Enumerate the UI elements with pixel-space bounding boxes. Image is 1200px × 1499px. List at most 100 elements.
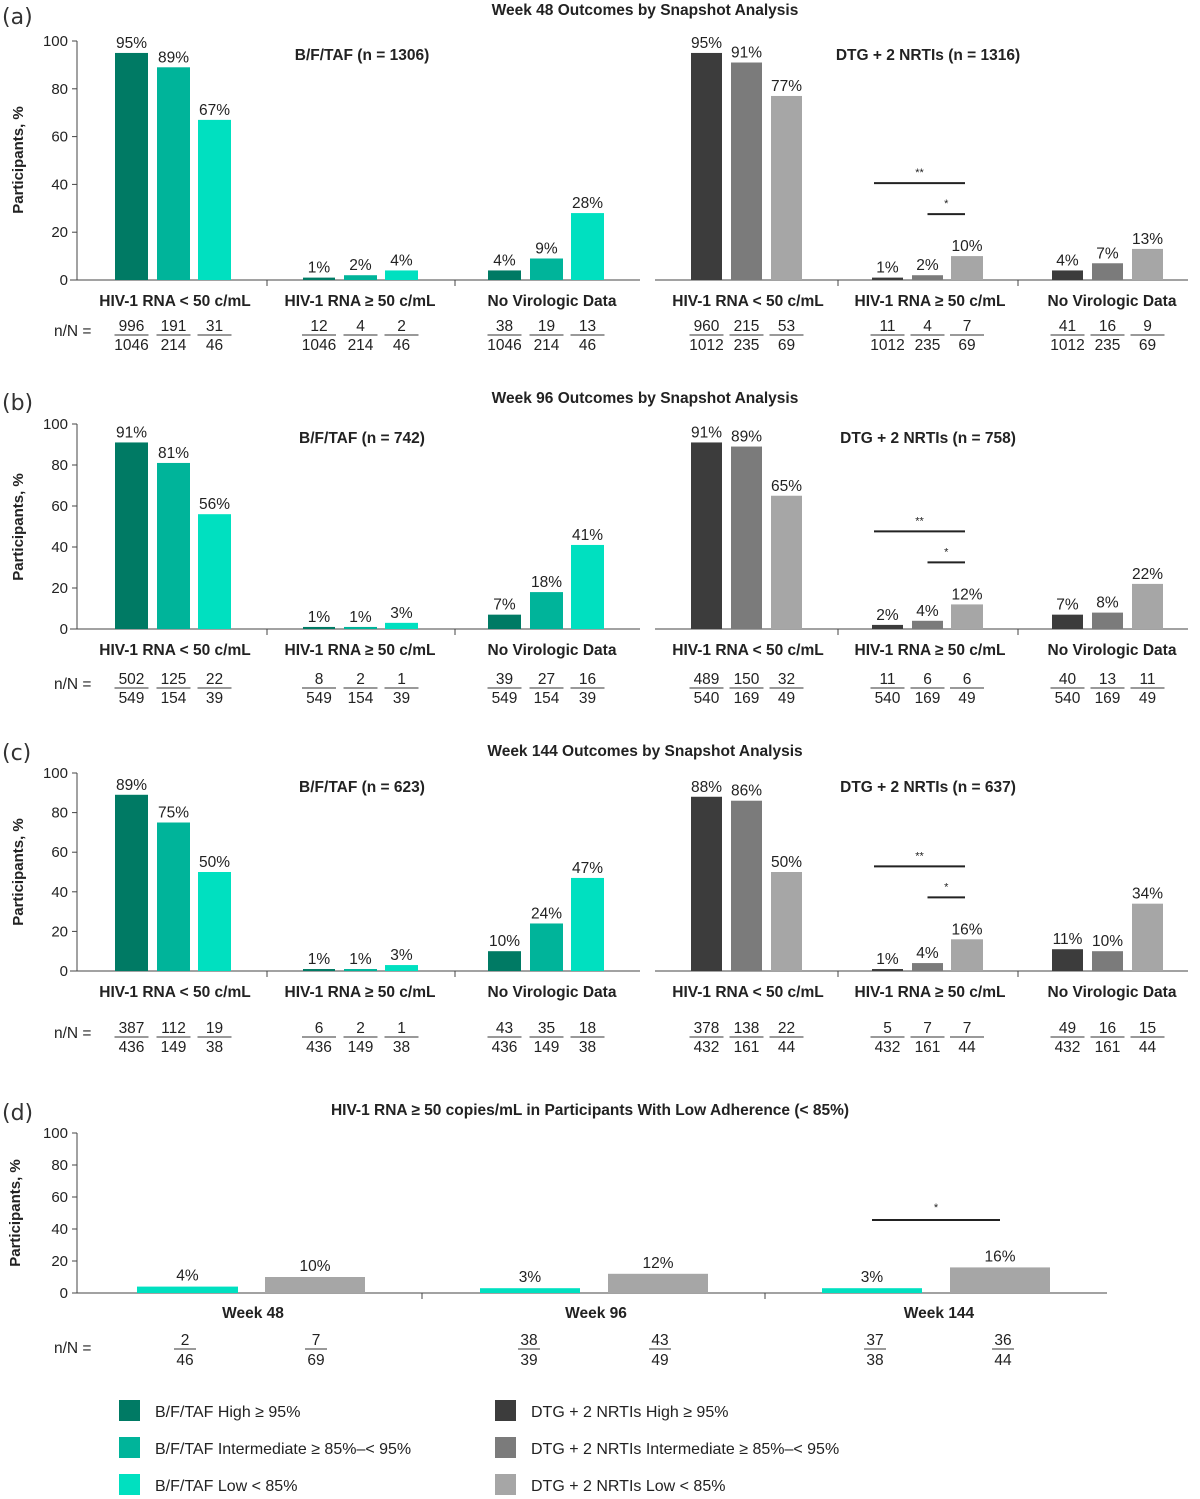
N-count: 235 xyxy=(1095,337,1121,354)
n-count: 7 xyxy=(963,318,972,335)
y-tick-label: 0 xyxy=(60,621,68,638)
bar-value-label: 1% xyxy=(308,609,331,626)
y-tick-label: 60 xyxy=(51,844,68,861)
y-tick-label: 60 xyxy=(51,1189,68,1206)
n-count: 7 xyxy=(312,1332,321,1349)
N-count: 432 xyxy=(875,1039,901,1056)
N-count: 149 xyxy=(348,1039,374,1056)
y-tick-label: 80 xyxy=(51,457,68,474)
N-count: 432 xyxy=(1055,1039,1081,1056)
N-count: 1012 xyxy=(1050,337,1084,354)
bar-value-label: 95% xyxy=(116,35,147,52)
bar xyxy=(488,951,521,971)
bar xyxy=(912,275,943,280)
group-title: B/F/TAF (n = 1306) xyxy=(295,47,430,64)
N-count: 44 xyxy=(1139,1039,1157,1056)
category-label: Week 144 xyxy=(904,1305,975,1322)
bar xyxy=(691,442,722,629)
y-tick-label: 100 xyxy=(43,416,68,433)
bar-value-label: 10% xyxy=(951,238,982,255)
panel-title: Week 48 Outcomes by Snapshot Analysis xyxy=(492,2,799,19)
nN-label: n/N = xyxy=(54,323,91,340)
n-count: 40 xyxy=(1059,671,1077,688)
legend-swatch xyxy=(495,1437,516,1458)
n-count: 5 xyxy=(883,1020,892,1037)
bar-value-label: 28% xyxy=(572,195,603,212)
bar-value-label: 1% xyxy=(349,951,372,968)
bar-value-label: 50% xyxy=(771,854,802,871)
bar xyxy=(771,95,802,280)
N-count: 46 xyxy=(176,1352,193,1369)
n-count: 7 xyxy=(963,1020,972,1037)
group-title: DTG + 2 NRTIs (n = 1316) xyxy=(836,47,1020,64)
bar xyxy=(488,614,521,629)
bar xyxy=(951,939,983,971)
nN-label: n/N = xyxy=(54,1340,91,1357)
N-count: 1012 xyxy=(689,337,723,354)
bar xyxy=(480,1288,580,1293)
N-count: 154 xyxy=(161,690,187,707)
n-count: 191 xyxy=(161,318,187,335)
bar xyxy=(303,969,335,971)
n-count: 43 xyxy=(651,1332,668,1349)
group-title: DTG + 2 NRTIs (n = 637) xyxy=(840,779,1016,796)
y-axis-label: Participants, % xyxy=(10,473,27,581)
bar xyxy=(950,1267,1050,1293)
bar-value-label: 3% xyxy=(519,1269,542,1286)
panel-b: (b) Week 96 Outcomes by Snapshot Analysis… xyxy=(2,390,1188,707)
significance-marker: * xyxy=(944,546,949,558)
n-count: 6 xyxy=(923,671,932,688)
N-count: 39 xyxy=(520,1352,537,1369)
n-count: 2 xyxy=(356,671,365,688)
bar-value-label: 10% xyxy=(299,1258,330,1275)
legend-swatch xyxy=(495,1400,516,1421)
bar xyxy=(344,275,377,280)
bar xyxy=(771,495,802,629)
y-tick-label: 40 xyxy=(51,884,68,901)
bar-value-label: 77% xyxy=(771,78,802,95)
bar-value-label: 16% xyxy=(984,1248,1015,1265)
bar xyxy=(1052,614,1083,629)
bar xyxy=(951,256,983,280)
n-count: 19 xyxy=(206,1020,223,1037)
N-count: 69 xyxy=(778,337,795,354)
panel-letter: (c) xyxy=(2,741,31,766)
bar-value-label: 3% xyxy=(390,947,413,964)
n-count: 6 xyxy=(963,671,972,688)
legend-label: B/F/TAF Low < 85% xyxy=(155,1478,297,1495)
bar xyxy=(198,872,231,971)
bar xyxy=(157,67,190,280)
bar xyxy=(1092,951,1123,971)
bar xyxy=(1132,903,1163,971)
legend-label: B/F/TAF Intermediate ≥ 85%–< 95% xyxy=(155,1441,411,1458)
bar xyxy=(571,213,604,280)
bar xyxy=(1092,263,1123,280)
bar-value-label: 16% xyxy=(951,921,982,938)
N-count: 39 xyxy=(206,690,223,707)
n-count: 378 xyxy=(694,1020,720,1037)
y-tick-label: 40 xyxy=(51,539,68,556)
bar-value-label: 3% xyxy=(390,605,413,622)
category-label: HIV-1 RNA < 50 c/mL xyxy=(672,293,823,310)
bar xyxy=(1052,270,1083,280)
group-title: B/F/TAF (n = 623) xyxy=(299,779,425,796)
legend-swatch xyxy=(119,1437,140,1458)
n-count: 11 xyxy=(879,318,895,335)
significance-marker: ** xyxy=(915,515,924,527)
n-count: 37 xyxy=(866,1332,883,1349)
bar xyxy=(115,794,148,971)
bar xyxy=(157,462,190,629)
group-title: B/F/TAF (n = 742) xyxy=(299,430,425,447)
n-count: 996 xyxy=(119,318,145,335)
bar-value-label: 7% xyxy=(493,597,516,614)
bar xyxy=(115,442,148,629)
bar xyxy=(530,592,563,629)
n-count: 960 xyxy=(694,318,720,335)
N-count: 214 xyxy=(161,337,187,354)
N-count: 549 xyxy=(119,690,145,707)
bar xyxy=(872,624,903,629)
bar-value-label: 11% xyxy=(1053,931,1083,948)
N-count: 214 xyxy=(348,337,374,354)
bar-value-label: 10% xyxy=(1092,933,1123,950)
bar-value-label: 1% xyxy=(349,609,372,626)
